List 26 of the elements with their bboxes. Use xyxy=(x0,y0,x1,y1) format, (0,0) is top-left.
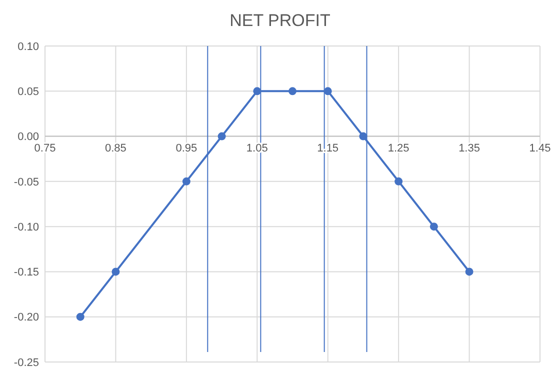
y-tick-label: 0.00 xyxy=(18,131,39,144)
x-tick-label: 1.25 xyxy=(388,142,410,154)
point xyxy=(359,132,368,140)
y-tick-label: -0.25 xyxy=(14,356,39,369)
y-tick-label: 0.05 xyxy=(18,86,39,98)
point xyxy=(324,87,332,96)
x-tick-label: 0.75 xyxy=(34,142,56,154)
point xyxy=(253,87,262,96)
y-tick-label: -0.20 xyxy=(14,312,39,324)
y-tick-label: -0.15 xyxy=(14,266,39,279)
y-tick-label: -0.10 xyxy=(14,221,39,234)
x-tick-label: 1.35 xyxy=(458,142,480,154)
point xyxy=(465,268,474,276)
y-tick-label: 0.10 xyxy=(18,40,39,53)
point xyxy=(218,132,226,140)
point xyxy=(76,312,84,321)
y-tick-label: -0.05 xyxy=(14,176,39,188)
point xyxy=(288,87,296,96)
point xyxy=(394,177,403,186)
point xyxy=(430,222,438,231)
point xyxy=(182,177,190,186)
x-tick-label: 1.45 xyxy=(529,142,551,154)
chart-title: NET PROFIT xyxy=(230,11,330,30)
point xyxy=(112,268,120,276)
x-tick-label: 0.85 xyxy=(105,142,126,154)
x-tick-label: 0.95 xyxy=(176,142,198,154)
